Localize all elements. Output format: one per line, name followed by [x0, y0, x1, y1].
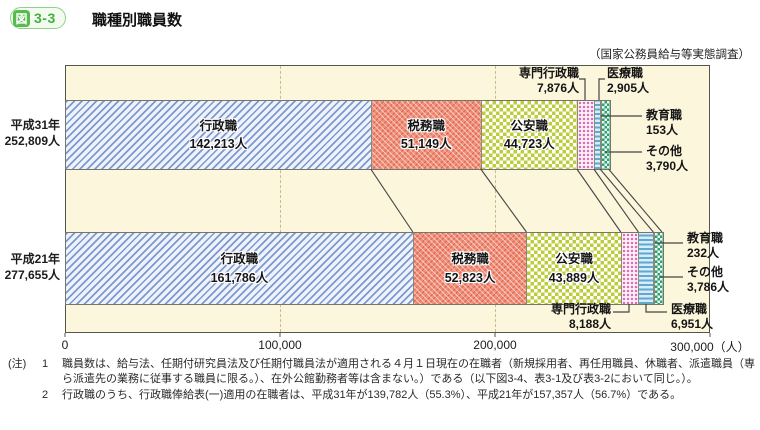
source-note: （国家公務員給与等実態調査）	[589, 49, 750, 61]
segment-label: 行政職 142,213人	[189, 118, 248, 151]
callout-医療職: 医療職 6,951人	[671, 302, 714, 331]
bar-segment-0-2: 公安職 44,723人	[481, 101, 578, 169]
bar-segment-1-3	[621, 233, 640, 304]
y-axis-category-label: 平成31年 252,809人	[4, 118, 60, 149]
figure-badge-icon: 図	[13, 9, 30, 27]
callout-教育職: 教育職 232人	[687, 231, 724, 260]
callout-専門行政職: 専門行政職 7,876人	[518, 66, 579, 95]
footnote-mark: (注)	[8, 358, 27, 370]
bar-row-平成21年: 行政職 161,786人 税務職 52,823人 公安職 43,889人	[65, 232, 664, 305]
x-axis-tick-label: 100,000	[258, 338, 302, 352]
bar-segment-1-2: 公安職 43,889人	[527, 233, 622, 304]
bar-segment-0-5	[601, 101, 603, 169]
footnote-text: 行政職のうち、行政職俸給表(一)適用の在職者は、平成31年が139,782人（5…	[62, 388, 682, 401]
bar-segment-0-3	[577, 101, 595, 169]
footnote-1: (注) 1 職員数は、給与法、任期付研究員法及び任期付職員法が適用される４月１日…	[8, 357, 756, 388]
figure-badge-number: 3-3	[34, 10, 56, 26]
y-axis-category-label: 平成21年 277,655人	[4, 251, 60, 282]
x-axis-tick-label: 200,000	[473, 338, 517, 352]
segment-label: 公安職 44,723人	[503, 118, 555, 151]
figure-badge: 図 3-3	[10, 7, 66, 29]
bar-segment-0-4	[594, 101, 602, 169]
bar-segment-1-5	[654, 233, 656, 304]
callout-その他: その他 3,790人	[646, 144, 689, 173]
gridline	[280, 66, 281, 332]
footnotes: (注) 1 職員数は、給与法、任期付研究員法及び任期付職員法が適用される４月１日…	[8, 357, 756, 403]
x-axis-tick-label: 300,000（人）	[670, 340, 750, 354]
footnote-number: 1	[42, 358, 49, 370]
bar-segment-1-6	[655, 233, 664, 304]
footnote-number: 2	[42, 388, 49, 401]
segment-label: 税務職 52,823人	[444, 252, 496, 285]
bar-segment-0-1: 税務職 51,149人	[371, 101, 482, 169]
bar-segment-1-1: 税務職 52,823人	[413, 233, 528, 304]
figure-title: 職種別職員数	[92, 12, 183, 29]
bar-segment-0-6	[602, 101, 611, 169]
callout-教育職: 教育職 153人	[646, 108, 683, 137]
segment-label: 税務職 51,149人	[400, 118, 452, 151]
callout-専門行政職: 専門行政職 8,188人	[550, 302, 611, 331]
bar-segment-0-0: 行政職 142,213人	[66, 101, 372, 169]
segment-label: 公安職 43,889人	[548, 252, 600, 285]
footnote-2: 2 行政職のうち、行政職俸給表(一)適用の在職者は、平成31年が139,782人…	[8, 388, 756, 403]
bar-segment-1-0: 行政職 161,786人	[66, 233, 414, 304]
callout-医療職: 医療職 2,905人	[607, 66, 650, 95]
x-axis-tick-label: 0	[61, 338, 69, 352]
footnote-text: 職員数は、給与法、任期付研究員法及び任期付職員法が適用される４月１日現在の在職者…	[62, 358, 755, 386]
segment-label: 行政職 161,786人	[210, 252, 269, 285]
bar-segment-1-4	[639, 233, 655, 304]
callout-その他: その他 3,786人	[687, 265, 730, 294]
bar-row-平成31年: 行政職 142,213人 税務職 51,149人 公安職 44,723人	[65, 100, 611, 170]
